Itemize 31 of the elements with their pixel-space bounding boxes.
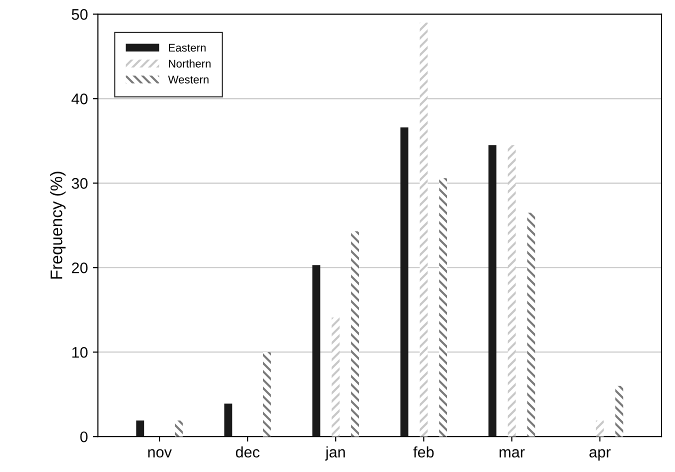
bar — [508, 145, 516, 437]
bar — [400, 127, 408, 437]
bar — [488, 145, 496, 437]
bar — [596, 420, 604, 437]
bar — [136, 420, 144, 437]
bar — [420, 22, 428, 437]
y-tick-label: 40 — [72, 94, 88, 104]
y-tick-label: 20 — [72, 262, 88, 274]
bar — [312, 265, 320, 437]
y-axis-title: Frequency (%) — [50, 172, 66, 279]
bar — [174, 420, 183, 437]
bar — [332, 317, 340, 437]
bar — [263, 352, 271, 437]
x-tick-label: apr — [589, 449, 611, 461]
x-tick-label: mar — [500, 449, 525, 458]
y-tick-label: 10 — [72, 346, 88, 358]
y-tick-label: 30 — [72, 178, 88, 189]
bar — [224, 404, 232, 437]
legend-label: Western — [168, 76, 208, 84]
legend-label: Eastern — [168, 44, 206, 52]
y-tick-label: 50 — [72, 9, 88, 20]
x-tick-label: nov — [148, 449, 172, 458]
bar — [527, 212, 536, 437]
x-tick-label: jan — [325, 446, 345, 461]
bar — [439, 178, 448, 437]
bar — [615, 386, 624, 437]
bar — [351, 231, 359, 437]
x-tick-label: dec — [236, 446, 260, 458]
y-tick-label: 0 — [80, 431, 88, 442]
x-tick-label: feb — [413, 446, 434, 458]
legend-label: Northern — [168, 59, 211, 68]
